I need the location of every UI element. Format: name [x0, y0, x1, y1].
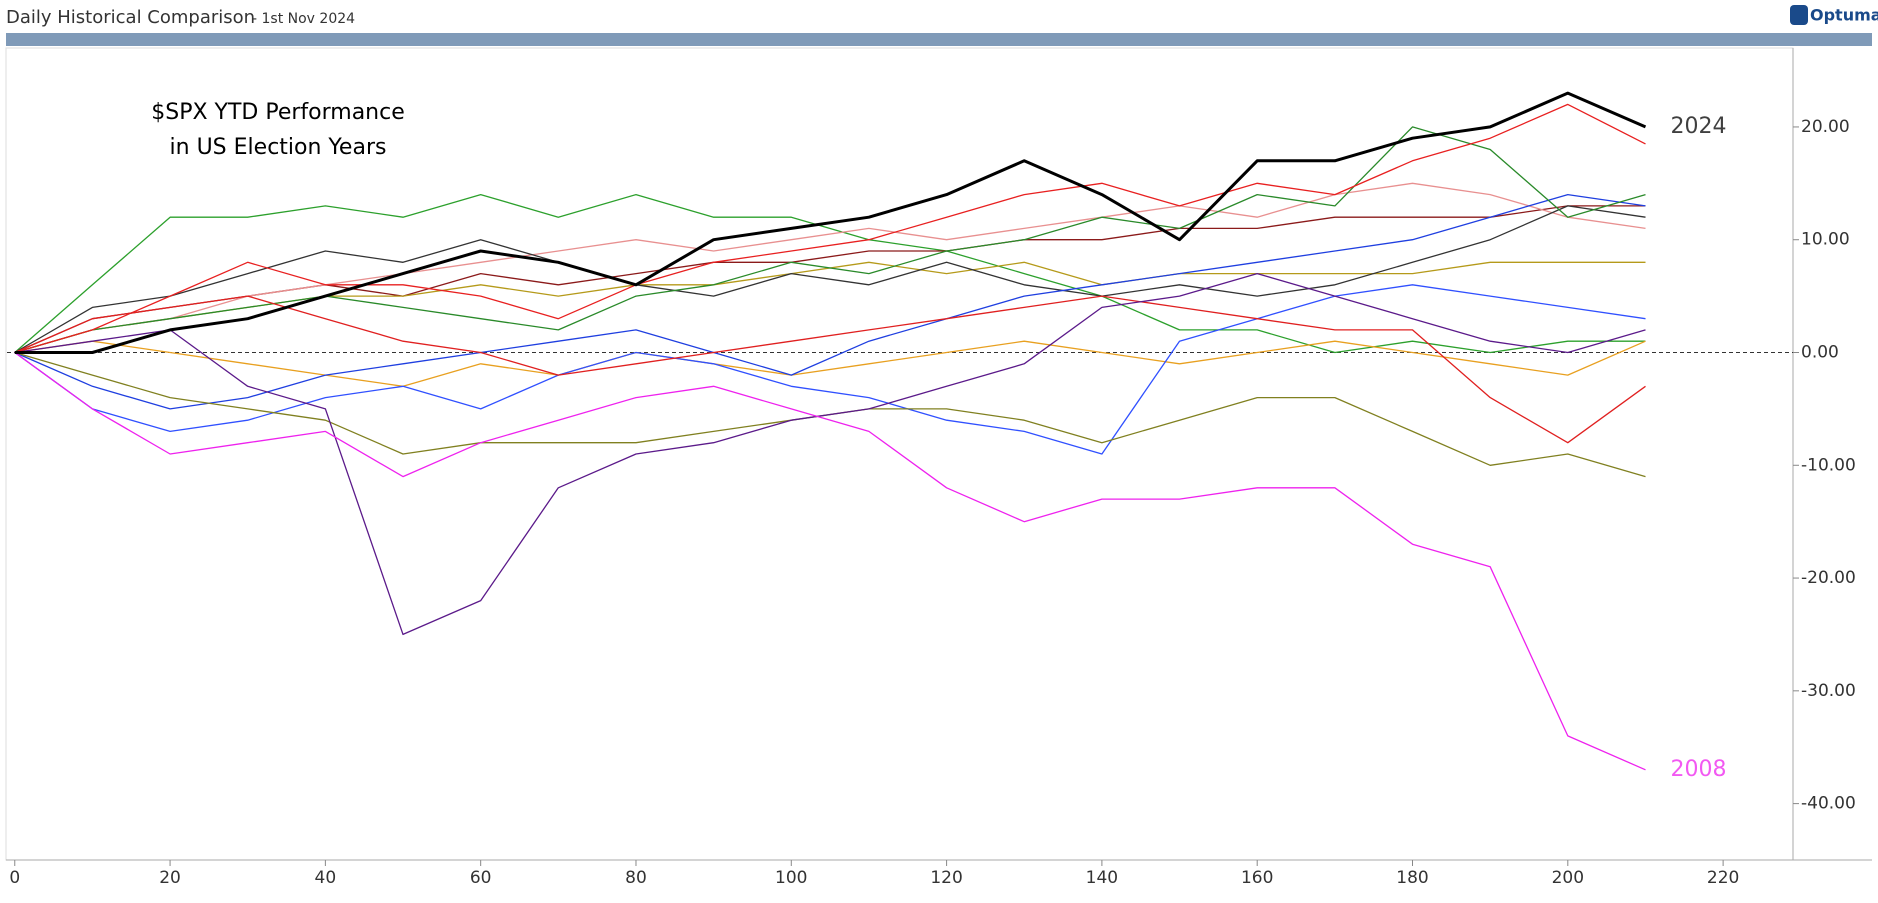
- series-line: [14, 91, 1647, 354]
- y-tick-label: -30.00: [1801, 681, 1856, 701]
- series-line: [14, 205, 1646, 354]
- y-tick-label: -10.00: [1801, 455, 1856, 475]
- series-line: [14, 182, 1646, 354]
- logo-icon: [1790, 5, 1808, 25]
- x-tick-label: 100: [775, 868, 807, 888]
- y-tick-label: 20.00: [1801, 117, 1850, 137]
- series-label: 2024: [1670, 114, 1726, 139]
- x-tick-label: 60: [470, 868, 492, 888]
- series-label: 2008: [1670, 757, 1726, 782]
- y-tick-label: -40.00: [1801, 794, 1856, 814]
- x-tick-label: 120: [930, 868, 962, 888]
- y-tick-label: 10.00: [1801, 230, 1850, 250]
- y-tick-label: -20.00: [1801, 568, 1856, 588]
- x-tick-label: 180: [1396, 868, 1428, 888]
- x-tick-label: 0: [9, 868, 20, 888]
- x-tick-label: 80: [625, 868, 647, 888]
- logo: Optuma: [1810, 6, 1878, 25]
- x-tick-label: 140: [1086, 868, 1118, 888]
- y-tick-label: 0.00: [1801, 343, 1839, 363]
- series-line: [14, 284, 1646, 455]
- series-line: [14, 272, 1646, 636]
- page-title: Daily Historical Comparison: [6, 7, 255, 28]
- series-line: [14, 193, 1646, 410]
- x-tick-label: 200: [1552, 868, 1584, 888]
- series-line: [14, 351, 1646, 771]
- navigator: [6, 33, 1872, 46]
- series-line: [14, 261, 1646, 354]
- x-tick-label: 40: [315, 868, 337, 888]
- x-tick-label: 20: [159, 868, 181, 888]
- annotation: in US Election Years: [170, 135, 387, 160]
- series-line: [14, 103, 1646, 354]
- annotation: $SPX YTD Performance: [151, 100, 405, 125]
- series-line: [14, 126, 1646, 354]
- x-tick-label: 220: [1707, 868, 1739, 888]
- series-line: [14, 340, 1646, 387]
- page-subtitle: - 1st Nov 2024: [252, 11, 355, 27]
- x-tick-label: 160: [1241, 868, 1273, 888]
